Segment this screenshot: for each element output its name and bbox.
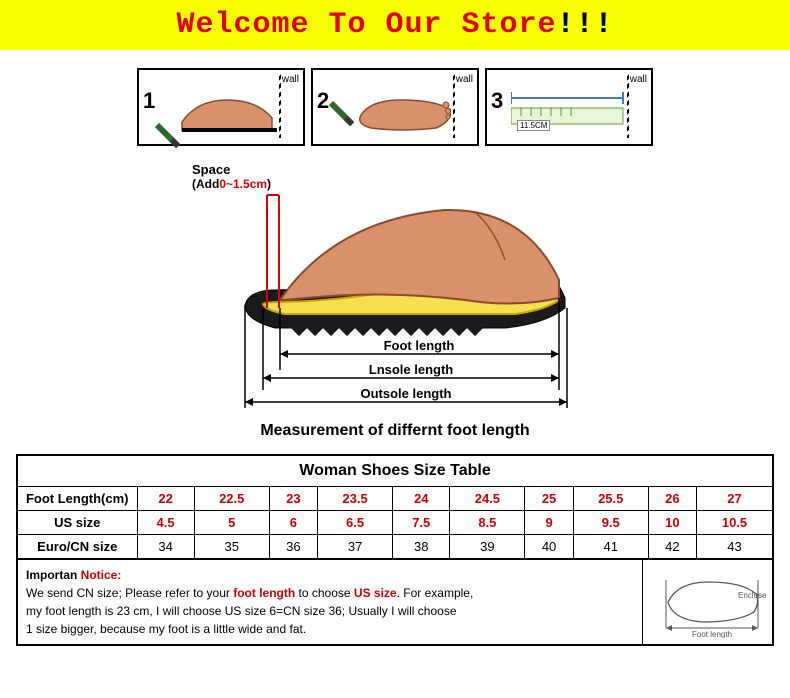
svg-text:Enclose: Enclose xyxy=(738,591,767,600)
cell: 4.5 xyxy=(137,511,194,535)
cell: 39 xyxy=(450,535,525,560)
table-row: US size 4.5 5 6 6.5 7.5 8.5 9 9.5 10 10.… xyxy=(17,511,773,535)
banner-text-red: Welcome To Our Store xyxy=(176,8,556,42)
cell: 6.5 xyxy=(318,511,393,535)
notice-line3: 1 size bigger, because my foot is a litt… xyxy=(26,620,634,638)
cell: 8.5 xyxy=(450,511,525,535)
step-2: 2 wall xyxy=(311,68,479,146)
steps-row: 1 wall 2 wall 3 wall xyxy=(0,68,790,146)
step-1: 1 wall xyxy=(137,68,305,146)
cell: 25.5 xyxy=(573,487,648,511)
cell: 6 xyxy=(269,511,317,535)
size-table-title: Woman Shoes Size Table xyxy=(17,455,773,487)
foot-length-label: Foot length xyxy=(384,338,455,353)
welcome-banner: Welcome To Our Store!!! xyxy=(0,0,790,50)
cell: 42 xyxy=(648,535,696,560)
cell: 9.5 xyxy=(573,511,648,535)
cell: 22.5 xyxy=(194,487,269,511)
row-header: US size xyxy=(17,511,137,535)
step-2-num: 2 xyxy=(317,88,329,114)
space-text: Space xyxy=(192,162,271,177)
notice-text: Importan Notice: We send CN size; Please… xyxy=(18,560,642,644)
table-row: Foot Length(cm) 22 22.5 23 23.5 24 24.5 … xyxy=(17,487,773,511)
cell: 35 xyxy=(194,535,269,560)
insole-length-label: Lnsole length xyxy=(369,362,454,377)
foot-side-icon xyxy=(177,80,277,140)
space-add-value: 0~1.5cm xyxy=(219,177,267,191)
cell: 43 xyxy=(697,535,773,560)
cell: 25 xyxy=(525,487,573,511)
cell: 41 xyxy=(573,535,648,560)
row-header: Foot Length(cm) xyxy=(17,487,137,511)
step-1-num: 1 xyxy=(143,88,155,114)
notice-line2: my foot length is 23 cm, I will choose U… xyxy=(26,602,634,620)
cell: 23.5 xyxy=(318,487,393,511)
wall-hatch-icon xyxy=(453,74,455,138)
table-row: Euro/CN size 34 35 36 37 38 39 40 41 42 … xyxy=(17,535,773,560)
space-add: (Add0~1.5cm) xyxy=(192,177,271,191)
cell: 10.5 xyxy=(697,511,773,535)
cell: 34 xyxy=(137,535,194,560)
row-header: Euro/CN size xyxy=(17,535,137,560)
size-table: Woman Shoes Size Table Foot Length(cm) 2… xyxy=(16,454,774,560)
space-label: Space (Add0~1.5cm) xyxy=(192,162,271,191)
cell: 5 xyxy=(194,511,269,535)
main-diagram: Space (Add0~1.5cm) Foot length Lnsole le… xyxy=(0,156,790,416)
notice-line1: We send CN size; Please refer to your fo… xyxy=(26,584,634,602)
notice-box: Importan Notice: We send CN size; Please… xyxy=(16,560,774,646)
banner-text: Welcome To Our Store!!! xyxy=(176,8,613,42)
cell: 24 xyxy=(393,487,450,511)
notice-header: Importan Notice: xyxy=(26,566,634,584)
step-2-wall: wall xyxy=(456,74,473,85)
cell: 23 xyxy=(269,487,317,511)
size-table-wrap: Woman Shoes Size Table Foot Length(cm) 2… xyxy=(16,454,774,560)
foot-outline-icon: Enclose Foot length xyxy=(648,566,768,638)
measurement-title: Measurement of differnt foot length xyxy=(0,422,790,440)
cell: 9 xyxy=(525,511,573,535)
notice-foot-diagram: Enclose Foot length xyxy=(642,560,772,644)
cell: 37 xyxy=(318,535,393,560)
outsole-length-label: Outsole length xyxy=(361,386,452,401)
step-1-wall: wall xyxy=(282,74,299,85)
cell: 26 xyxy=(648,487,696,511)
cell: 10 xyxy=(648,511,696,535)
cell: 7.5 xyxy=(393,511,450,535)
step-3: 3 wall 11.5CM xyxy=(485,68,653,146)
cell: 40 xyxy=(525,535,573,560)
shoe-diagram-icon: Foot length Lnsole length Outsole length xyxy=(185,160,605,410)
banner-text-black: !!! xyxy=(557,8,614,42)
cell: 22 xyxy=(137,487,194,511)
svg-text:Foot length: Foot length xyxy=(691,630,731,638)
cell: 36 xyxy=(269,535,317,560)
step-3-num: 3 xyxy=(491,88,503,114)
step-3-measure: 11.5CM xyxy=(517,120,550,131)
cell: 24.5 xyxy=(450,487,525,511)
foot-top-icon xyxy=(351,80,451,140)
cell: 27 xyxy=(697,487,773,511)
wall-hatch-icon xyxy=(279,74,281,138)
cell: 38 xyxy=(393,535,450,560)
